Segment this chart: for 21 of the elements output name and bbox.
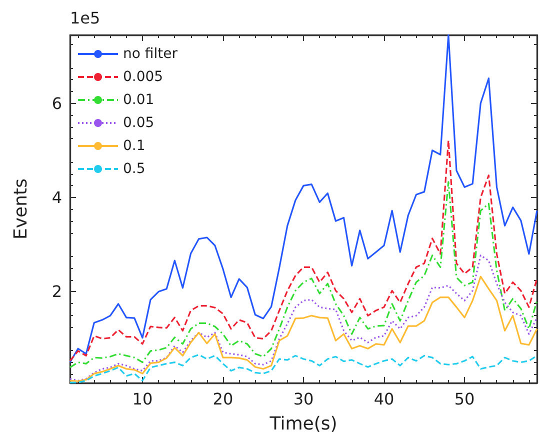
x-tick-label: 10 (132, 390, 153, 408)
y-tick-label: 6 (52, 94, 62, 113)
y-tick-label: 2 (52, 282, 62, 302)
line-series (69, 181, 538, 368)
line-series (69, 140, 538, 362)
legend-label: 0.5 (123, 161, 146, 177)
y-tick-label: 4 (52, 188, 62, 207)
x-tick-label: 50 (454, 390, 475, 408)
legend-label: 0.005 (123, 69, 164, 85)
line-series (69, 276, 538, 382)
x-tick-label: 40 (374, 390, 394, 408)
x-tick-label: 30 (293, 390, 314, 408)
x-axis-title: Time(s) (268, 414, 338, 434)
legend-label: 0.01 (123, 92, 154, 108)
legend-label: 0.05 (123, 115, 154, 131)
line-series (69, 254, 538, 382)
legend-label: no filter (123, 46, 178, 62)
y-axis-title: Events (10, 178, 32, 240)
text: 1e5 (70, 8, 100, 28)
x-tick-label: 20 (212, 390, 234, 408)
legend-label: 0.1 (123, 138, 146, 154)
